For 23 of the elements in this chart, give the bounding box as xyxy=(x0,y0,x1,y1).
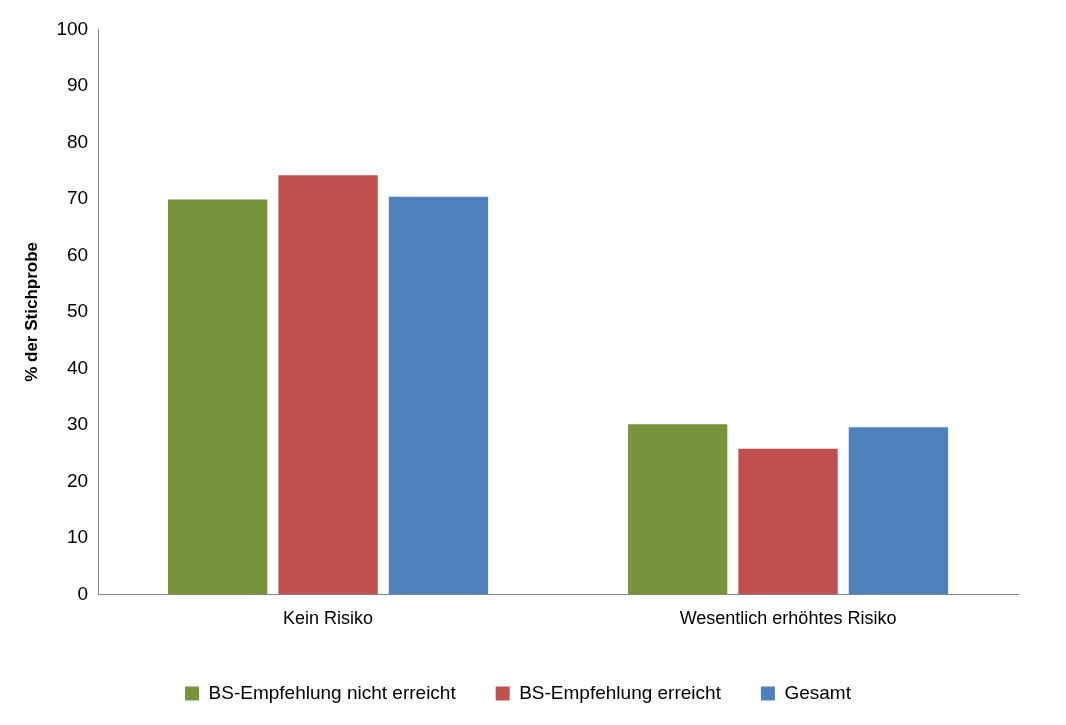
y-tick-label: 40 xyxy=(66,356,89,378)
y-axis-title: % der Stichprobe xyxy=(21,241,41,382)
legend-label: Gesamt xyxy=(784,681,852,703)
y-tick-label: 90 xyxy=(66,74,89,96)
y-tick-label: 60 xyxy=(66,243,89,265)
bar xyxy=(278,175,378,595)
y-tick-label: 20 xyxy=(66,469,89,491)
y-tick-label: 50 xyxy=(66,300,89,322)
y-tick-label: 70 xyxy=(66,187,89,209)
y-tick-label: 0 xyxy=(77,582,89,604)
y-tick-label: 80 xyxy=(66,130,89,152)
bar xyxy=(388,196,489,595)
y-tick-label: 30 xyxy=(66,413,89,435)
y-tick-label: 10 xyxy=(66,526,89,548)
bar xyxy=(738,448,838,595)
bar xyxy=(627,424,728,595)
x-tick-label: Wesentlich erhöhtes Risiko xyxy=(679,608,897,629)
bar xyxy=(848,427,949,595)
x-tick-label: Kein Risiko xyxy=(283,608,374,629)
legend-label: BS-Empfehlung erreicht xyxy=(519,681,722,703)
bar xyxy=(168,199,268,595)
y-tick-label: 100 xyxy=(56,17,89,39)
legend-label: BS-Empfehlung nicht erreicht xyxy=(208,681,457,703)
